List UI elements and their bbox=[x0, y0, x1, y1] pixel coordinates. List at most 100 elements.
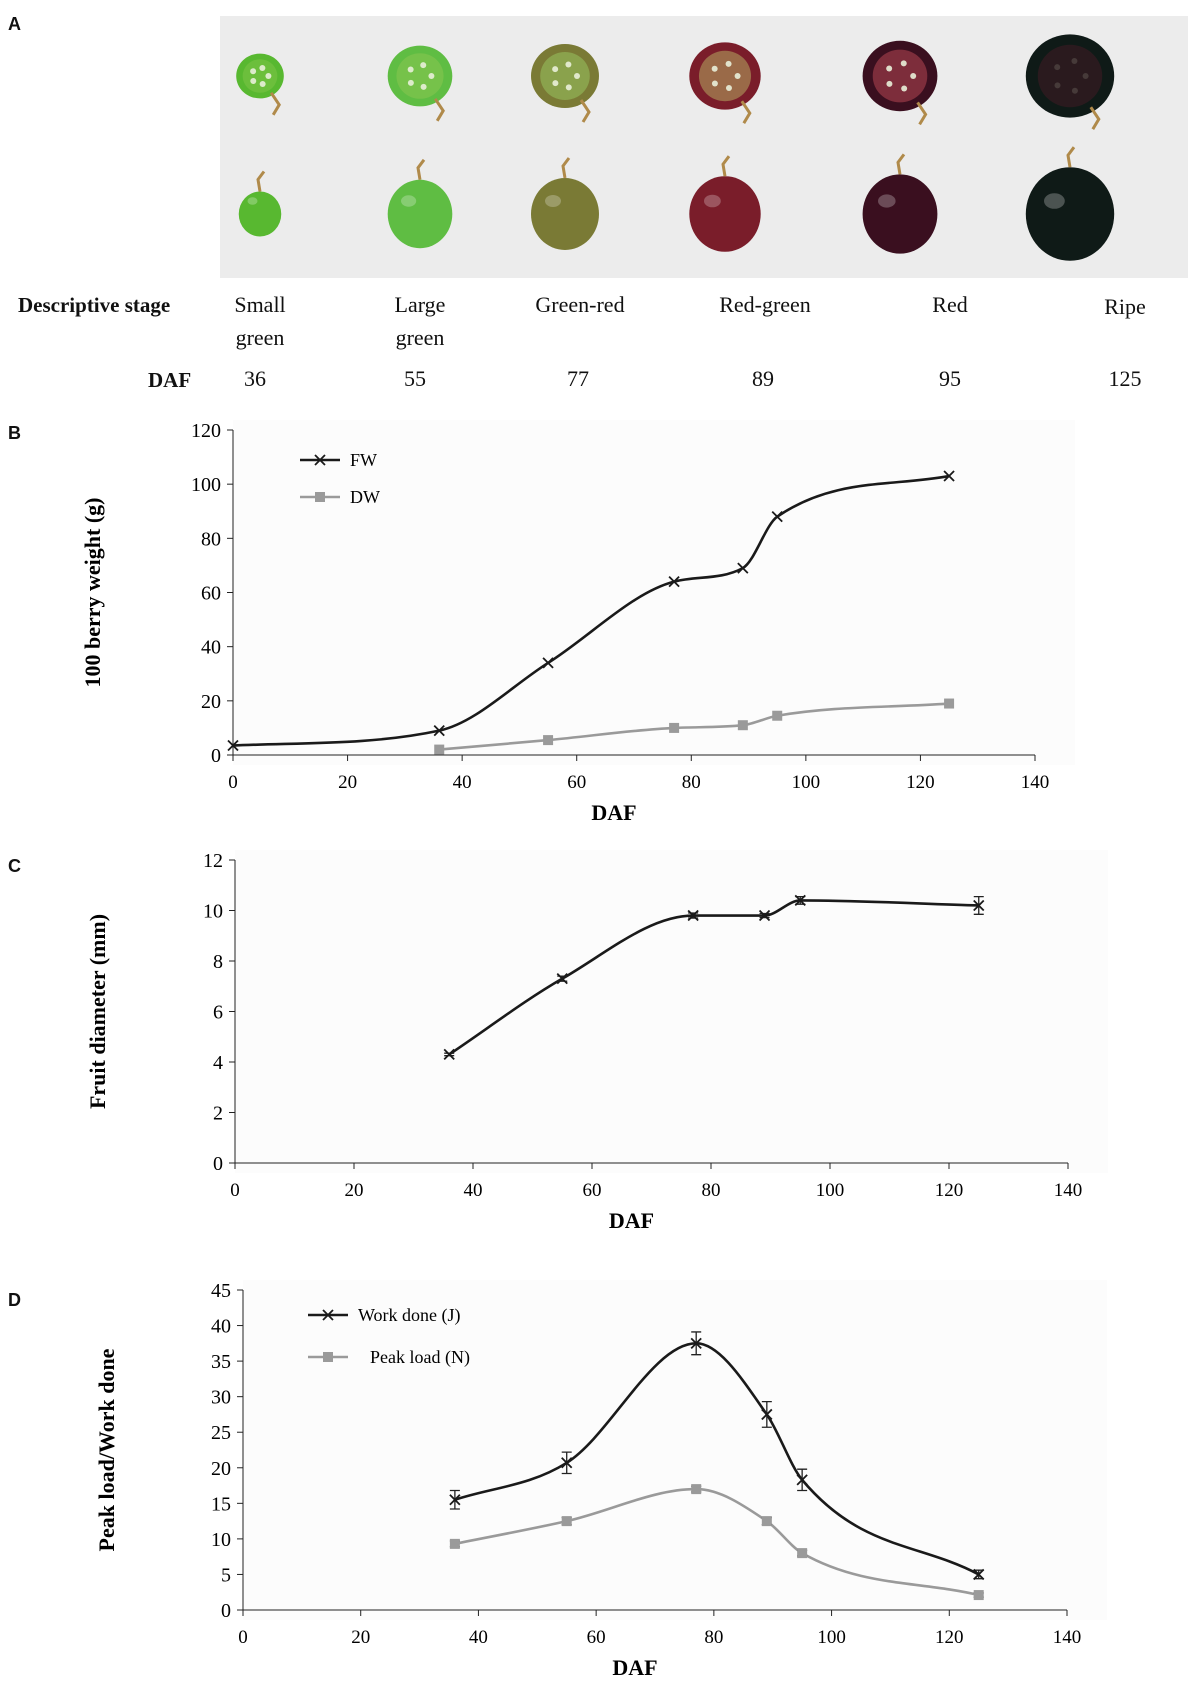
berry-flesh-1 bbox=[396, 53, 444, 99]
data-point-b-1-3 bbox=[737, 720, 748, 731]
berry-seed-3-3 bbox=[711, 65, 718, 72]
stage-daf-4: 95 bbox=[939, 366, 961, 391]
y-axis-title-d: Peak load/Work done bbox=[94, 1348, 119, 1551]
berry-highlight-1 bbox=[401, 195, 417, 207]
data-point-c-0-5 bbox=[973, 899, 985, 912]
berry-stalk-bottom-3 bbox=[721, 155, 731, 177]
data-point-c-0-1 bbox=[556, 973, 568, 985]
x-tick-label-d-7: 140 bbox=[1053, 1627, 1082, 1648]
data-point-c-0-4 bbox=[794, 894, 806, 907]
series-line-b-1 bbox=[439, 702, 950, 751]
panel-label-a: A bbox=[8, 14, 21, 34]
berry-seed-1-4 bbox=[420, 62, 427, 69]
x-tick-label-b-2: 40 bbox=[453, 772, 472, 793]
panel-label-b: B bbox=[8, 423, 21, 443]
data-point-b-1-1 bbox=[543, 735, 554, 746]
berry-highlight-2 bbox=[545, 195, 561, 207]
stage-name-4: Red bbox=[932, 292, 968, 317]
x-tick-label-c-2: 40 bbox=[464, 1180, 483, 1201]
berry-stalk-bottom-2 bbox=[561, 157, 571, 179]
data-point-b-1-0 bbox=[434, 744, 445, 755]
x-tick-label-c-6: 120 bbox=[935, 1180, 964, 1201]
stage-daf-3: 89 bbox=[752, 366, 774, 391]
data-point-d-1-2 bbox=[691, 1484, 702, 1495]
berry-seed-5-3 bbox=[1054, 64, 1061, 71]
stage-name-5: Ripe bbox=[1104, 294, 1146, 319]
legend-label-d-0: Work done (J) bbox=[358, 1305, 461, 1326]
y-axis-title-b: 100 berry weight (g) bbox=[80, 497, 105, 687]
berry-whole-1 bbox=[387, 179, 453, 249]
data-point-d-0-3 bbox=[761, 1408, 773, 1421]
berry-highlight-5 bbox=[1044, 193, 1065, 209]
berry-seed-0-3 bbox=[250, 68, 257, 75]
data-point-d-1-0 bbox=[449, 1538, 460, 1549]
berry-stalk-top-3 bbox=[740, 100, 752, 124]
y-tick-label-b-3: 60 bbox=[201, 583, 221, 605]
x-tick-label-b-0: 0 bbox=[228, 772, 238, 793]
y-tick-label-c-3: 6 bbox=[213, 1002, 223, 1024]
berry-highlight-0 bbox=[247, 197, 258, 205]
berry-seed-3-1 bbox=[725, 84, 732, 91]
berry-flesh-3 bbox=[698, 50, 752, 102]
berry-whole-5 bbox=[1025, 167, 1115, 261]
berry-stalk-top-5 bbox=[1089, 106, 1101, 130]
legend-marker-d-0 bbox=[322, 1309, 334, 1321]
x-tick-label-d-5: 100 bbox=[817, 1627, 846, 1648]
x-tick-label-d-1: 20 bbox=[351, 1627, 370, 1648]
y-tick-label-d-4: 20 bbox=[211, 1458, 231, 1480]
berry-whole-0 bbox=[238, 191, 282, 237]
data-point-d-1-1 bbox=[561, 1516, 572, 1527]
daf-row-label: DAF bbox=[148, 368, 192, 392]
y-tick-label-d-7: 35 bbox=[211, 1351, 231, 1373]
berry-seed-1-0 bbox=[428, 73, 435, 79]
data-point-b-1-5 bbox=[944, 698, 955, 709]
berry-stalk-top-1 bbox=[433, 97, 445, 122]
berry-illustration bbox=[236, 34, 1115, 261]
plot-area-d bbox=[243, 1280, 1107, 1620]
berry-seed-4-2 bbox=[886, 80, 893, 87]
x-tick-label-c-5: 100 bbox=[816, 1180, 845, 1201]
berry-whole-4 bbox=[862, 174, 938, 254]
berry-seed-1-2 bbox=[407, 79, 414, 86]
berry-seed-0-0 bbox=[265, 73, 272, 79]
x-axis-title-d: DAF bbox=[612, 1655, 657, 1680]
plot-area-b bbox=[233, 420, 1075, 765]
berry-seed-0-1 bbox=[259, 80, 266, 87]
y-tick-label-d-0: 0 bbox=[221, 1600, 231, 1622]
y-tick-label-b-1: 20 bbox=[201, 691, 221, 713]
data-point-d-0-0 bbox=[449, 1494, 461, 1506]
berry-stalk-bottom-5 bbox=[1066, 146, 1076, 168]
x-tick-label-b-5: 100 bbox=[792, 772, 821, 793]
y-tick-label-c-1: 2 bbox=[213, 1103, 223, 1125]
legend-marker-b-0 bbox=[314, 454, 326, 466]
y-tick-label-b-0: 0 bbox=[211, 745, 221, 767]
data-point-b-0-3 bbox=[668, 576, 680, 588]
berry-seed-4-4 bbox=[900, 60, 907, 67]
berry-highlight-3 bbox=[704, 194, 721, 208]
y-tick-label-c-2: 4 bbox=[213, 1052, 223, 1074]
x-tick-label-d-6: 120 bbox=[935, 1627, 964, 1648]
berry-seed-3-4 bbox=[725, 60, 732, 67]
y-axis-title-c: Fruit diameter (mm) bbox=[85, 914, 110, 1109]
berry-stalk-top-4 bbox=[916, 101, 928, 126]
y-tick-label-d-1: 5 bbox=[221, 1564, 231, 1586]
berry-seed-4-0 bbox=[910, 73, 917, 79]
y-tick-label-c-0: 0 bbox=[213, 1153, 223, 1175]
data-point-c-0-3 bbox=[758, 909, 771, 922]
y-tick-label-c-4: 8 bbox=[213, 951, 223, 973]
x-tick-label-b-7: 140 bbox=[1021, 772, 1050, 793]
y-tick-label-b-4: 80 bbox=[201, 528, 221, 550]
berry-seed-2-4 bbox=[565, 61, 572, 68]
berry-seed-4-3 bbox=[886, 65, 893, 72]
data-point-b-0-0 bbox=[227, 739, 239, 752]
legend-label-d-1: Peak load (N) bbox=[370, 1347, 470, 1368]
berry-seed-5-0 bbox=[1082, 73, 1089, 79]
y-tick-label-d-9: 45 bbox=[211, 1280, 231, 1302]
chart-peak-load-work-done: 0 5 10 15 20 25 30 35 40 45 0 20 40 60 80 100 120 140 DAF P… bbox=[94, 1280, 1107, 1680]
data-point-c-0-0 bbox=[443, 1048, 455, 1061]
berry-seed-5-1 bbox=[1071, 87, 1078, 94]
stage-name-3: Red-green bbox=[719, 292, 811, 317]
x-tick-label-d-4: 80 bbox=[704, 1627, 723, 1648]
berry-seed-2-1 bbox=[565, 84, 572, 91]
